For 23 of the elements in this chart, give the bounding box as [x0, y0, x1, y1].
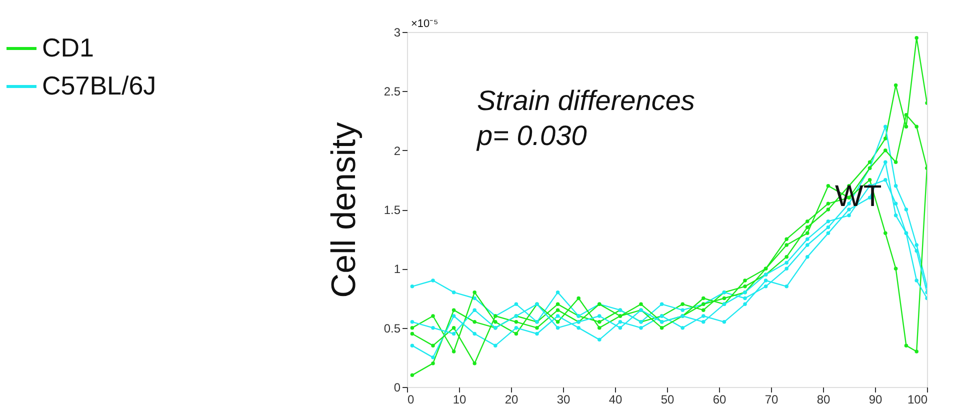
- y-tick-label: 1: [394, 262, 401, 276]
- y-tick-label: 1.5: [384, 203, 401, 217]
- x-tick-label: 30: [556, 392, 570, 406]
- x-tick-label: 90: [868, 392, 882, 406]
- x-tick-label: 0: [408, 392, 414, 406]
- x-tick-label: 20: [504, 392, 518, 406]
- legend-label: CD1: [42, 32, 94, 62]
- y-tick-label: 2.5: [384, 84, 401, 99]
- x-tick-label: 50: [660, 392, 674, 406]
- legend-label: C57BL/6J: [42, 70, 156, 100]
- x-tick-label: 40: [608, 392, 622, 406]
- x-tick-label: 60: [712, 392, 726, 406]
- y-tick-label: 0.5: [384, 321, 401, 336]
- annotation: Strain differences p= 0.030: [476, 85, 695, 151]
- text: ×10⁻⁵: [411, 18, 438, 30]
- x-tick-label: 100: [907, 392, 928, 406]
- x-tick-label: 80: [816, 392, 830, 406]
- y-tick-label: 3: [394, 26, 401, 40]
- y-tick-label: 0: [394, 380, 401, 394]
- x-tick-label: 70: [764, 392, 778, 406]
- y-tick-label: 2: [394, 144, 401, 158]
- x-tick-label: 10: [452, 392, 466, 406]
- y-axis-title: Cell density: [324, 122, 363, 298]
